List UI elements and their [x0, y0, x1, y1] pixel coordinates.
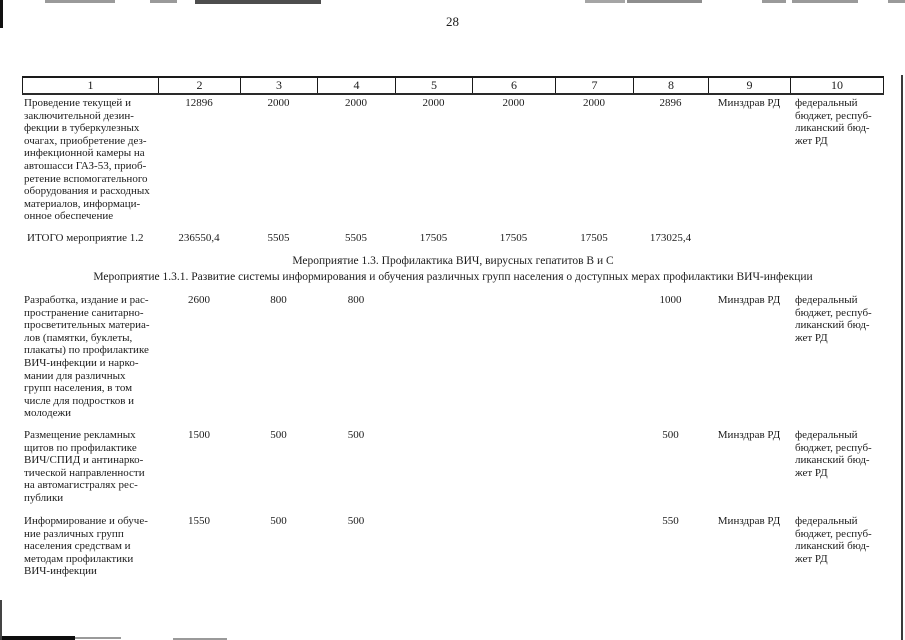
section-heading-1-3-1: Мероприятие 1.3.1. Развитие системы инфо… — [93, 271, 813, 283]
scan-artifact — [150, 0, 177, 3]
activity-name: Проведение текущей и заключительной дези… — [24, 97, 150, 223]
amount-year: 1000 — [659, 294, 682, 306]
amount-year: 500 — [347, 515, 365, 527]
scan-artifact — [0, 0, 3, 28]
activity-name: Размещение рекламных щитов по профилакти… — [24, 429, 145, 504]
totals-amount: 173025,4 — [649, 232, 692, 244]
scan-artifact — [2, 636, 75, 640]
totals-row: ИТОГО мероприятие 1.2 236550,4 5505 5505… — [22, 232, 884, 245]
table-row: Размещение рекламных щитов по профилакти… — [22, 429, 884, 515]
totals-amount: 5505 — [345, 232, 367, 244]
column-header-10: 10 — [790, 78, 884, 93]
section-heading-1-3: Мероприятие 1.3. Профилактика ВИЧ, вирус… — [292, 255, 614, 267]
page-number: 28 — [446, 14, 459, 29]
amount-year: 500 — [270, 429, 287, 441]
amount-year: 2000 — [267, 97, 290, 109]
totals-label: ИТОГО мероприятие 1.2 — [27, 232, 144, 244]
amount-total: 1550 — [188, 515, 210, 527]
executor: Минздрав РД — [717, 515, 781, 527]
amount-total: 1500 — [188, 429, 210, 441]
column-header-7: 7 — [555, 78, 633, 93]
amount-year: 2000 — [345, 97, 367, 109]
executor: Минздрав РД — [717, 429, 781, 441]
table-row: Разработка, издание и рас- пространение … — [22, 294, 884, 429]
amount-year: 500 — [662, 429, 679, 441]
amount-total: 2600 — [188, 294, 210, 306]
scan-artifact — [627, 0, 702, 3]
activity-name: Разработка, издание и рас- пространение … — [24, 294, 150, 420]
amount-year: 550 — [662, 515, 679, 527]
executor: Минздрав РД — [717, 294, 781, 306]
scan-artifact — [901, 75, 903, 640]
totals-amount: 5505 — [267, 232, 290, 244]
column-header-9: 9 — [708, 78, 790, 93]
table-row: Проведение текущей и заключительной дези… — [22, 97, 884, 232]
column-header-3: 3 — [240, 78, 317, 93]
column-header-4: 4 — [317, 78, 395, 93]
table-row: Информирование и обуче- ние различных гр… — [22, 515, 884, 578]
totals-amount: 17505 — [580, 232, 608, 244]
amount-total: 12896 — [185, 97, 213, 109]
scan-artifact — [0, 600, 2, 640]
program-activities-table: 1 2 3 4 5 6 7 8 9 10 Проведение текущей … — [22, 76, 884, 578]
scan-artifact — [888, 0, 905, 3]
table-header-row: 1 2 3 4 5 6 7 8 9 10 — [22, 76, 884, 95]
executor: Минздрав РД — [717, 97, 781, 109]
amount-year: 2000 — [422, 97, 445, 109]
funding-source: федеральный бюджет, респуб- ликанский бю… — [795, 97, 872, 147]
scan-artifact — [173, 638, 227, 640]
scan-artifact — [792, 0, 858, 3]
amount-year: 2000 — [502, 97, 525, 109]
scan-artifact — [762, 0, 786, 3]
column-header-2: 2 — [158, 78, 240, 93]
funding-source: федеральный бюджет, респуб- ликанский бю… — [795, 515, 872, 565]
scan-artifact — [75, 637, 121, 639]
funding-source: федеральный бюджет, респуб- ликанский бю… — [795, 294, 872, 344]
amount-year: 800 — [270, 294, 287, 306]
column-header-1: 1 — [22, 78, 158, 93]
column-header-5: 5 — [395, 78, 472, 93]
scan-artifact — [585, 0, 625, 3]
amount-year: 500 — [270, 515, 287, 527]
amount-year: 2896 — [659, 97, 682, 109]
activity-name: Информирование и обуче- ние различных гр… — [24, 515, 148, 578]
totals-amount: 17505 — [419, 232, 448, 244]
totals-amount: 236550,4 — [178, 232, 220, 244]
scan-artifact — [195, 0, 321, 4]
scan-artifact — [45, 0, 115, 3]
amount-year: 800 — [347, 294, 365, 306]
funding-source: федеральный бюджет, респуб- ликанский бю… — [795, 429, 872, 479]
column-header-6: 6 — [472, 78, 555, 93]
amount-year: 2000 — [583, 97, 605, 109]
amount-year: 500 — [347, 429, 365, 441]
column-header-8: 8 — [633, 78, 708, 93]
totals-amount: 17505 — [499, 232, 528, 244]
